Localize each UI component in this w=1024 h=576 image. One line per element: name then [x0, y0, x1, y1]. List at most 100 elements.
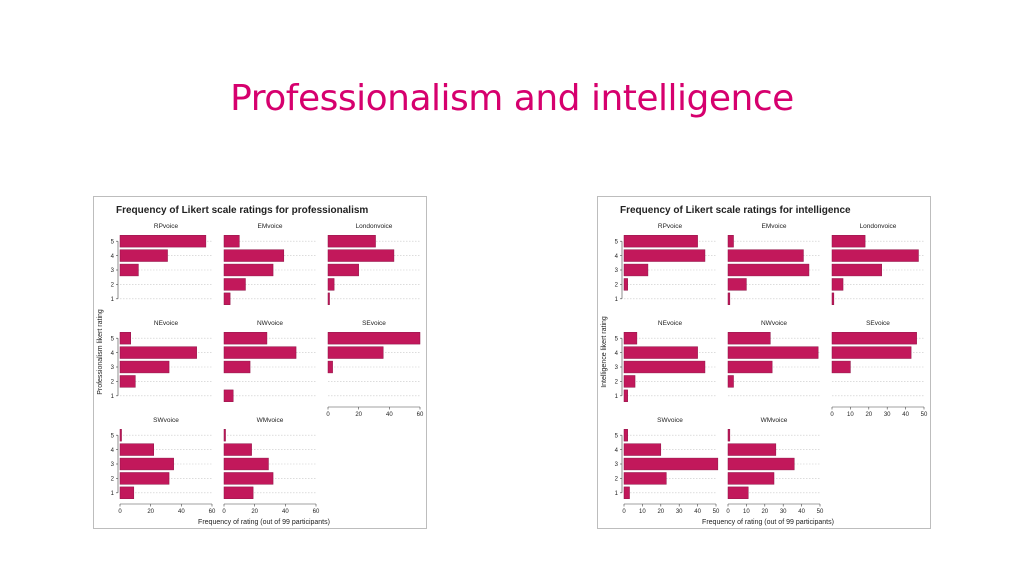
intelligence-panel-rpvoice: RPvoice 1 2 3 4 5 — [615, 223, 716, 303]
bar — [223, 278, 246, 291]
professionalism-panel-title: Londonvoice — [356, 223, 393, 230]
bar — [223, 389, 234, 402]
bar — [727, 278, 747, 291]
y-tick-label: 2 — [111, 283, 115, 289]
bar — [119, 472, 170, 485]
x-tick-label: 0 — [326, 412, 330, 418]
y-tick-label: 1 — [111, 394, 115, 400]
bar — [327, 249, 395, 262]
x-tick-label: 20 — [251, 509, 258, 515]
professionalism-panel-nevoice: NEvoice 1 2 3 4 5 — [111, 320, 212, 400]
y-tick-label: 1 — [615, 394, 619, 400]
x-tick-label: 10 — [639, 509, 646, 515]
x-tick-label: 20 — [147, 509, 154, 515]
bar — [623, 389, 628, 402]
y-tick-label: 3 — [111, 268, 115, 274]
bar — [223, 346, 297, 359]
bar — [327, 346, 384, 359]
y-tick-label: 2 — [615, 477, 619, 483]
x-tick-label: 40 — [902, 412, 909, 418]
x-tick-label: 0 — [118, 509, 122, 515]
bar — [623, 443, 662, 456]
bar — [623, 249, 706, 262]
intelligence-chart: Frequency of Likert scale ratings for in… — [597, 196, 931, 529]
bar — [223, 360, 251, 374]
bar — [119, 375, 136, 388]
bar — [223, 472, 274, 485]
intelligence-panel-sevoice: SEvoice 0 10 20 30 40 50 — [830, 320, 928, 418]
x-tick-label: 0 — [830, 412, 834, 418]
x-tick-label: 50 — [713, 509, 720, 515]
bar — [831, 292, 835, 305]
professionalism-y-axis-label: Professionalism likert rating — [97, 309, 104, 395]
bar — [623, 457, 719, 471]
intelligence-panel-title: SWvoice — [657, 417, 683, 424]
slide-title: Professionalism and intelligence — [230, 78, 794, 119]
bar — [223, 249, 285, 262]
y-tick-label: 2 — [111, 477, 115, 483]
bar — [623, 486, 630, 499]
intelligence-panel-nevoice: NEvoice 1 2 3 4 5 — [615, 320, 716, 402]
intelligence-panel-title: EMvoice — [762, 223, 787, 230]
bar — [623, 429, 628, 442]
intelligence-panel-wmvoice: WMvoice 0 10 20 30 40 50 — [726, 417, 824, 515]
intelligence-chart-svg: Frequency of Likert scale ratings for in… — [601, 205, 928, 526]
bar — [119, 235, 207, 248]
x-tick-label: 30 — [780, 509, 787, 515]
bar — [831, 278, 844, 291]
bar — [327, 332, 421, 345]
y-tick-label: 5 — [111, 336, 115, 342]
x-tick-label: 20 — [761, 509, 768, 515]
x-tick-label: 50 — [817, 509, 824, 515]
bar — [223, 486, 254, 499]
y-tick-label: 4 — [615, 448, 619, 454]
x-tick-label: 50 — [921, 412, 928, 418]
professionalism-panel-emvoice: EMvoice — [223, 223, 316, 305]
professionalism-panel-swvoice: SWvoice 1 2 3 4 5 0 20 40 60 — [111, 417, 216, 515]
y-tick-label: 2 — [615, 283, 619, 289]
professionalism-panel-title: EMvoice — [258, 223, 283, 230]
y-tick-label: 1 — [111, 491, 115, 497]
bar — [623, 375, 636, 388]
y-tick-label: 5 — [615, 336, 619, 342]
bar — [119, 332, 131, 345]
y-tick-label: 3 — [111, 365, 115, 371]
bar — [119, 263, 139, 277]
professionalism-panel-title: SWvoice — [153, 417, 179, 424]
y-tick-label: 1 — [111, 297, 115, 303]
y-tick-label: 5 — [111, 433, 115, 439]
x-tick-label: 20 — [865, 412, 872, 418]
bar — [727, 429, 731, 442]
intelligence-x-axis-label: Frequency of rating (out of 99 participa… — [702, 519, 834, 526]
bar — [327, 263, 359, 277]
x-tick-label: 10 — [743, 509, 750, 515]
professionalism-panel-title: WMvoice — [257, 417, 284, 424]
bar — [623, 346, 698, 359]
professionalism-panel-wmvoice: WMvoice 0 20 40 60 — [222, 417, 320, 515]
bar — [223, 429, 226, 442]
y-tick-label: 4 — [111, 351, 115, 357]
x-tick-label: 40 — [798, 509, 805, 515]
y-tick-label: 1 — [615, 491, 619, 497]
x-tick-label: 60 — [417, 412, 424, 418]
x-tick-label: 40 — [386, 412, 393, 418]
y-tick-label: 5 — [111, 239, 115, 245]
bar — [623, 278, 628, 291]
bar — [831, 249, 919, 262]
bar — [727, 332, 771, 345]
intelligence-panel-title: RPvoice — [658, 223, 683, 230]
intelligence-panel-nwvoice: NWvoice — [727, 320, 820, 397]
professionalism-panel-title: NWvoice — [257, 320, 283, 327]
bar — [223, 457, 269, 471]
intelligence-panel-emvoice: EMvoice — [727, 223, 820, 305]
y-tick-label: 2 — [111, 380, 115, 386]
bar — [727, 472, 775, 485]
y-tick-label: 3 — [615, 462, 619, 468]
professionalism-chart-svg: Frequency of Likert scale ratings for pr… — [97, 205, 424, 526]
bar — [327, 292, 330, 305]
bar — [623, 332, 638, 345]
bar — [727, 360, 773, 374]
bar — [623, 235, 698, 248]
x-tick-label: 40 — [694, 509, 701, 515]
professionalism-chart: Frequency of Likert scale ratings for pr… — [93, 196, 427, 529]
